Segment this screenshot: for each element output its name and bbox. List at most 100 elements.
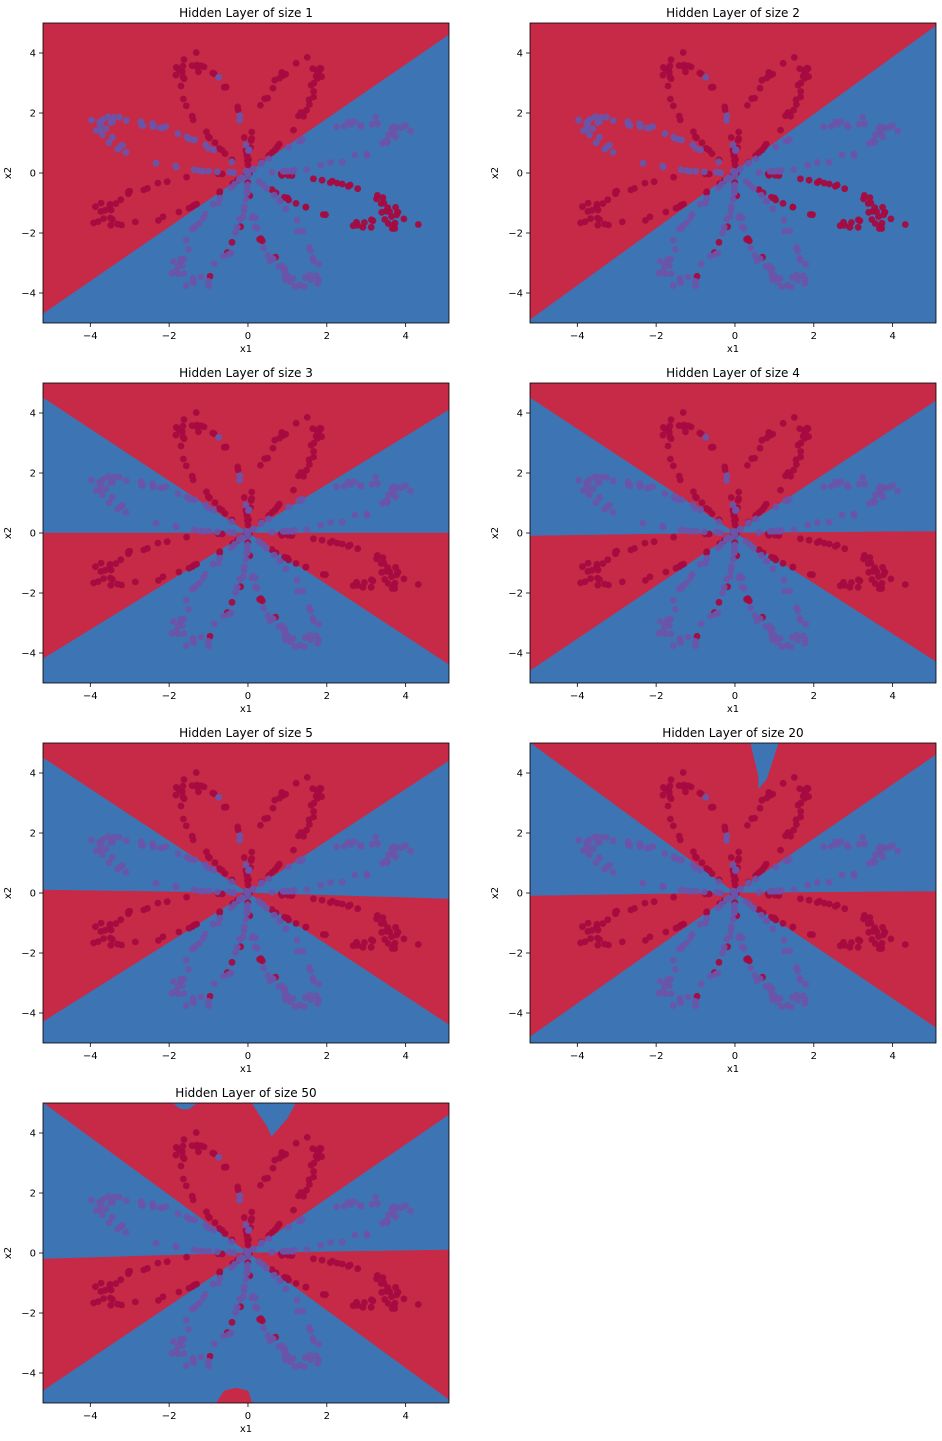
data-point: [101, 567, 109, 574]
data-point: [772, 167, 779, 175]
data-point: [753, 617, 761, 625]
data-point: [731, 901, 739, 909]
data-point: [772, 863, 780, 871]
data-point: [175, 1288, 183, 1296]
data-point: [747, 964, 755, 972]
data-point: [354, 545, 362, 553]
data-point: [310, 1173, 317, 1181]
data-point: [175, 568, 183, 576]
data-point: [216, 1269, 224, 1277]
data-point: [310, 535, 317, 543]
data-point: [722, 536, 730, 544]
data-point: [152, 1239, 160, 1247]
data-point: [243, 909, 251, 917]
data-point: [276, 434, 284, 442]
data-point: [667, 95, 674, 103]
data-point: [309, 1145, 317, 1152]
data-point: [264, 814, 271, 822]
data-point: [149, 123, 157, 131]
data-point: [170, 1338, 177, 1345]
data-point: [697, 506, 704, 514]
data-point: [107, 581, 115, 589]
data-point: [88, 1196, 95, 1204]
data-point: [738, 583, 746, 591]
data-point: [594, 941, 602, 949]
data-point: [373, 915, 380, 923]
data-point: [642, 937, 649, 944]
data-point: [192, 942, 199, 950]
data-point: [665, 69, 673, 76]
data-point: [894, 847, 901, 855]
data-point: [827, 122, 835, 130]
data-point: [855, 936, 862, 944]
data-point: [609, 117, 617, 124]
data-point: [884, 484, 892, 491]
data-point: [777, 887, 785, 894]
data-point: [210, 146, 218, 154]
data-point: [667, 815, 674, 823]
data-point: [859, 834, 866, 841]
data-point: [729, 141, 737, 149]
data-point: [854, 943, 862, 951]
data-point: [338, 1260, 346, 1268]
data-point: [293, 576, 301, 584]
data-point: [768, 913, 775, 921]
data-point: [290, 167, 298, 174]
data-point: [318, 176, 326, 184]
y-tick-label: −2: [508, 949, 523, 960]
data-point: [400, 575, 408, 583]
data-point: [296, 642, 304, 649]
data-point: [372, 474, 379, 481]
data-point: [596, 216, 603, 223]
data-point: [357, 123, 365, 130]
data-point: [793, 964, 800, 971]
data-point: [796, 65, 804, 72]
data-point: [721, 466, 729, 474]
data-point: [131, 1298, 139, 1306]
data-point: [594, 479, 601, 486]
data-point: [193, 61, 201, 69]
data-point: [248, 934, 256, 942]
data-point: [88, 836, 95, 844]
decision-region: [251, 1103, 296, 1137]
data-point: [871, 564, 879, 572]
data-point: [881, 208, 889, 216]
data-point: [677, 166, 685, 174]
data-point: [584, 479, 592, 487]
x-tick-label: −2: [162, 331, 177, 342]
data-point: [269, 1164, 277, 1172]
data-point: [289, 1355, 297, 1362]
data-point: [196, 887, 204, 895]
data-point: [213, 1248, 221, 1256]
data-point: [317, 1241, 325, 1249]
data-point: [649, 483, 657, 490]
data-point: [318, 1256, 326, 1264]
data-point: [310, 1255, 317, 1263]
data-point: [122, 477, 130, 484]
data-point: [90, 1299, 97, 1307]
data-point: [707, 972, 714, 980]
data-point: [232, 1309, 240, 1317]
data-point: [226, 168, 233, 176]
data-point: [297, 109, 305, 116]
data-point: [825, 878, 833, 886]
data-point: [245, 147, 252, 155]
data-point: [228, 598, 236, 606]
data-point: [584, 559, 592, 567]
data-point: [669, 236, 677, 244]
data-point: [174, 982, 182, 989]
y-axis-label: x2: [3, 527, 14, 539]
data-point: [303, 106, 310, 114]
data-point: [846, 223, 854, 231]
data-point: [190, 526, 198, 534]
data-point: [876, 129, 883, 136]
data-point: [301, 274, 309, 281]
data-point: [394, 568, 402, 576]
data-point: [719, 949, 726, 957]
data-point: [310, 808, 318, 815]
data-point: [279, 262, 286, 270]
data-point: [797, 813, 804, 821]
data-point: [179, 782, 187, 790]
